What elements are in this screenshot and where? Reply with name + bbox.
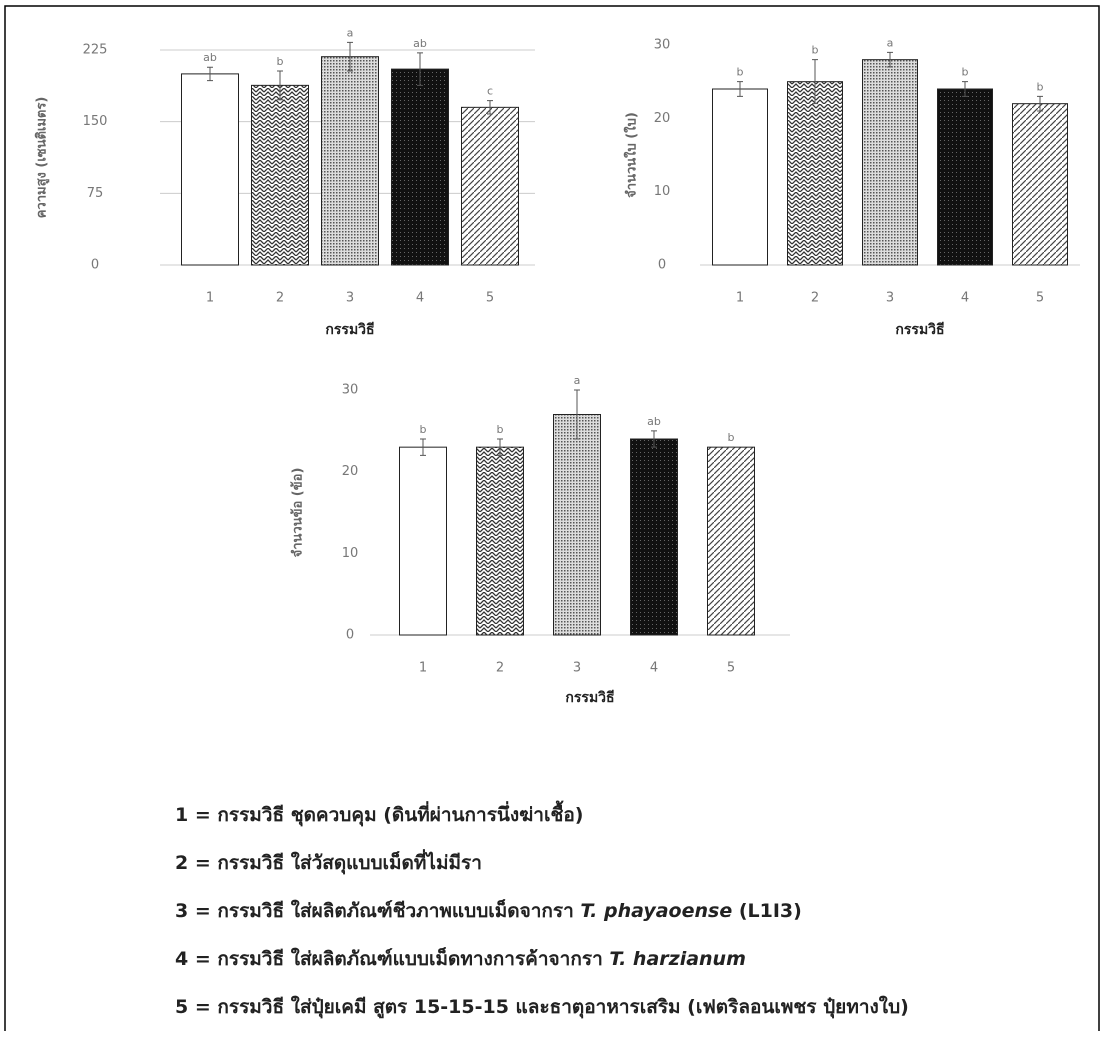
x-tick-label: 1 [736,291,744,306]
bar [937,88,993,266]
error-bar [887,51,893,68]
x-tick-label: 2 [496,661,504,676]
error-bar [1037,95,1043,112]
bar [862,59,918,266]
x-tick-label: 4 [961,291,969,306]
bar [399,446,447,636]
error-bar [347,41,353,72]
x-tick-label: 2 [811,291,819,306]
note-text: 4 = กรรมวิธี ใส่ผลิตภัณฑ์แบบเม็ดทางการค้… [175,948,610,970]
error-bar [574,389,580,440]
note-line: 4 = กรรมวิธี ใส่ผลิตภัณฑ์แบบเม็ดทางการค้… [175,944,746,974]
x-tick-label: 2 [276,291,284,306]
error-bar [417,52,423,86]
note-text: 1 = กรรมวิธี ชุดควบคุม (ดินที่ผ่านการนึ่… [175,804,584,826]
bar [630,438,678,636]
x-tick-label: 5 [727,661,735,676]
significance-letter: ab [413,37,427,50]
error-bar [737,81,743,97]
bar [251,84,309,266]
note-line: 3 = กรรมวิธี ใส่ผลิตภัณฑ์ชีวภาพแบบเม็ดจา… [175,896,802,926]
significance-letter: a [887,36,894,49]
significance-letter: b [497,423,504,436]
x-tick-label: 4 [416,291,424,306]
y-tick-label: 20 [342,464,359,479]
y-tick-label: 20 [654,111,671,126]
y-tick-label: 30 [654,38,671,53]
species-name: T. harzianum [609,948,746,970]
significance-letter: b [728,431,735,444]
significance-letter: b [962,66,969,79]
note-text: 3 = กรรมวิธี ใส่ผลิตภัณฑ์ชีวภาพแบบเม็ดจา… [175,900,581,922]
y-tick-label: 10 [342,546,359,561]
y-tick-label: 10 [654,184,671,199]
x-tick-label: 5 [1036,291,1044,306]
y-axis-label: จำนวนใบ (ใบ) [623,112,640,198]
error-bar [962,81,968,97]
y-tick-label: 225 [83,43,108,58]
y-tick-label: 0 [658,258,666,273]
x-axis-label: กรรมวิธี [895,322,944,338]
error-bar [651,430,657,448]
note-line: 5 = กรรมวิธี ใส่ปุ๋ยเคมี สูตร 15-15-15 แ… [175,992,909,1022]
significance-letter: b [812,44,819,57]
bar [181,73,239,266]
y-tick-label: 0 [91,258,99,273]
significance-letter: a [347,26,354,39]
x-axis-label: กรรมวิธี [325,322,374,338]
x-tick-label: 1 [419,661,427,676]
error-bar [812,59,818,105]
significance-letter: b [1037,80,1044,93]
x-tick-label: 3 [346,291,354,306]
bar [321,56,379,266]
x-tick-label: 4 [650,661,658,676]
bar [707,446,755,636]
y-tick-label: 0 [346,628,354,643]
error-bar [420,438,426,456]
x-tick-label: 5 [486,291,494,306]
significance-letter: b [737,66,744,79]
error-bar [277,70,283,101]
x-axis-label: กรรมวิธี [565,690,614,706]
error-bar [497,438,503,456]
bar [553,414,601,636]
significance-letter: ab [647,415,661,428]
bar [476,446,524,636]
significance-letter: a [574,374,581,387]
error-bar [487,100,493,115]
y-axis-label: จำนวนข้อ (ข้อ) [290,468,306,558]
bar [787,81,843,266]
bar [461,106,519,266]
significance-letter: b [277,55,284,68]
error-bar [207,66,213,82]
significance-letter: ab [203,51,217,64]
note-line: 1 = กรรมวิธี ชุดควบคุม (ดินที่ผ่านการนึ่… [175,800,583,830]
frame [4,5,1100,1031]
significance-letter: c [487,85,493,98]
note-line: 2 = กรรมวิธี ใส่วัสดุแบบเม็ดที่ไม่มีรา [175,848,482,878]
species-name: T. phayaoense [580,900,733,922]
bar [712,88,768,266]
y-axis-label: ความสูง (เซนติเมตร) [35,97,50,219]
significance-letter: b [420,423,427,436]
x-tick-label: 3 [573,661,581,676]
y-tick-label: 150 [83,114,108,129]
bar [391,68,449,266]
x-tick-label: 1 [206,291,214,306]
note-text: 2 = กรรมวิธี ใส่วัสดุแบบเม็ดที่ไม่มีรา [175,852,482,874]
y-tick-label: 75 [87,186,104,201]
note-text: 5 = กรรมวิธี ใส่ปุ๋ยเคมี สูตร 15-15-15 แ… [175,996,909,1018]
note-text: (L1I3) [732,900,802,922]
bar [1012,103,1068,266]
x-tick-label: 3 [886,291,894,306]
y-tick-label: 30 [342,383,359,398]
